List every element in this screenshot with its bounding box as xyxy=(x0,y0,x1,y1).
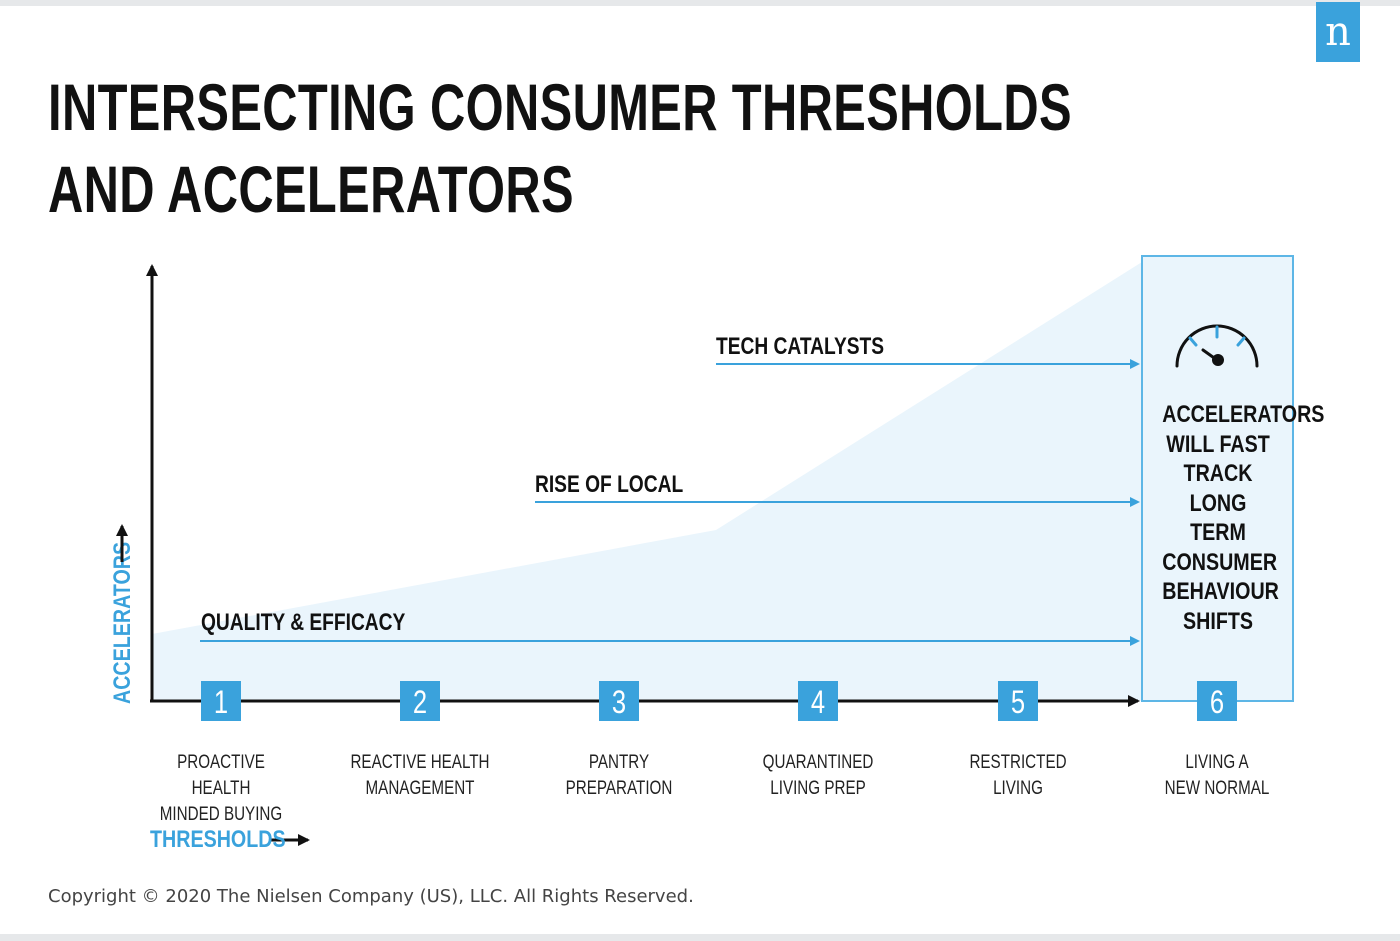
page-title: INTERSECTING CONSUMER THRESHOLDS AND ACC… xyxy=(48,66,1072,230)
threshold-marker-3 xyxy=(599,681,639,721)
threshold-number-2: 2 xyxy=(413,685,427,720)
threshold-number-1: 1 xyxy=(214,685,228,720)
threshold-label-6: LIVING A NEW NORMAL xyxy=(1164,752,1270,799)
threshold-number-5: 5 xyxy=(1011,685,1025,720)
threshold-number-4: 4 xyxy=(811,685,825,720)
x-axis-label: THRESHOLDS xyxy=(150,826,286,853)
title-line-2: AND ACCELERATORS xyxy=(48,152,574,226)
title-line-1: INTERSECTING CONSUMER THRESHOLDS xyxy=(48,70,1072,144)
callout-text: ACCELERATORS WILL FAST TRACK LONG TERM C… xyxy=(1162,401,1325,635)
threshold-label-1: PROACTIVE HEALTH MINDED BUYING xyxy=(159,752,283,825)
y-axis-label: ACCELERATORS xyxy=(108,542,135,704)
bottom-rule xyxy=(0,934,1400,941)
threshold-number-6: 6 xyxy=(1210,685,1224,720)
threshold-marker-2 xyxy=(400,681,440,721)
nielsen-logo: n xyxy=(1316,2,1360,62)
threshold-marker-4 xyxy=(798,681,838,721)
growth-shaded-area xyxy=(152,262,1142,701)
accelerator-label-rise-of-local: RISE OF LOCAL xyxy=(535,470,683,498)
threshold-marker-6 xyxy=(1197,681,1237,721)
threshold-label-4: QUARANTINED LIVING PREP xyxy=(762,752,874,799)
speedometer-icon xyxy=(1175,324,1259,368)
threshold-label-2: REACTIVE HEALTH MANAGEMENT xyxy=(350,752,490,799)
threshold-number-3: 3 xyxy=(612,685,626,720)
threshold-label-3: PANTRY PREPARATION xyxy=(565,752,673,799)
threshold-marker-5 xyxy=(998,681,1038,721)
accelerator-label-tech-catalysts: TECH CATALYSTS xyxy=(716,332,884,360)
accelerator-label-quality-efficacy: QUALITY & EFFICACY xyxy=(201,608,406,636)
threshold-marker-1 xyxy=(201,681,241,721)
copyright-notice: Copyright © 2020 The Nielsen Company (US… xyxy=(48,886,694,907)
top-rule xyxy=(0,0,1400,6)
threshold-label-5: RESTRICTED LIVING xyxy=(969,752,1067,799)
